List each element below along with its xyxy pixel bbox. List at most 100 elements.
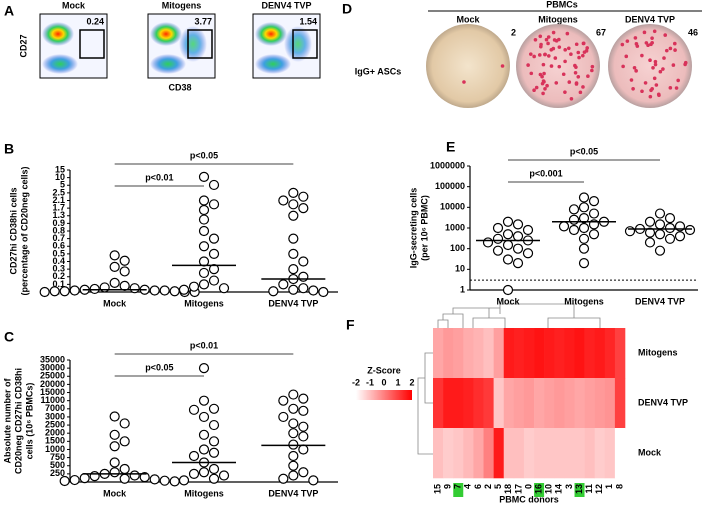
- point: [298, 405, 309, 416]
- y-tick-label: 0.6: [52, 241, 65, 251]
- y-axis-label: CD27: [18, 34, 28, 57]
- panel-letter: F: [346, 317, 355, 333]
- column-label: 9: [443, 484, 453, 489]
- point: [298, 393, 309, 404]
- spot: [538, 34, 543, 39]
- point: [198, 204, 210, 216]
- spot: [546, 41, 550, 46]
- point: [218, 283, 230, 294]
- point: [89, 471, 100, 482]
- highlight: [534, 483, 545, 497]
- point: [482, 237, 494, 248]
- spot: [541, 62, 546, 67]
- point: [492, 222, 504, 234]
- point: [198, 195, 210, 206]
- y-tick-label: 0.5: [52, 248, 65, 258]
- heatmap-cell: [554, 378, 565, 429]
- point: [188, 468, 200, 479]
- x-tick-label: Mitogens: [184, 298, 224, 308]
- y-tick-label: 10: [455, 264, 465, 274]
- point: [654, 208, 666, 219]
- y-tick-label: 1000: [445, 222, 465, 232]
- point: [59, 475, 70, 487]
- spot: [671, 63, 676, 67]
- column-label: 7: [453, 484, 463, 489]
- heatmap-cell: [513, 428, 525, 479]
- heatmap-cell: [513, 328, 525, 379]
- panel-letter: A: [4, 3, 14, 19]
- colorbar-tick-label: 0: [381, 377, 386, 387]
- point: [278, 279, 289, 290]
- spot: [567, 46, 571, 51]
- count: 2: [511, 27, 516, 37]
- spot: [574, 65, 578, 69]
- spot: [569, 96, 574, 101]
- point: [644, 237, 656, 248]
- y-tick-label: 7000: [45, 403, 65, 413]
- point: [169, 286, 180, 297]
- gate-value: 3.77: [194, 16, 212, 26]
- point: [308, 285, 319, 296]
- point: [149, 285, 160, 296]
- heatmap-cell: [554, 328, 565, 379]
- spot: [590, 68, 594, 73]
- y-axis-label: CD20neg CD27hi CD38hi: [13, 368, 23, 474]
- point: [492, 245, 504, 256]
- point: [588, 208, 600, 219]
- spot: [557, 45, 562, 49]
- point: [502, 284, 514, 296]
- point: [512, 258, 524, 269]
- heatmap-cell: [534, 378, 545, 429]
- density: [42, 54, 78, 74]
- column-label: 11: [584, 484, 594, 494]
- point: [288, 248, 299, 259]
- point: [522, 224, 534, 236]
- column-label: 13: [574, 484, 584, 494]
- point: [278, 411, 289, 423]
- spot: [631, 87, 635, 91]
- significance-label: p<0.05: [570, 146, 598, 156]
- highlight: [453, 483, 464, 497]
- spot: [633, 36, 638, 40]
- spot: [545, 83, 549, 88]
- heatmap-cell: [523, 428, 535, 479]
- spot: [662, 56, 666, 60]
- spot: [574, 81, 579, 85]
- x-tick-label: DENV4 TVP: [635, 296, 685, 306]
- point: [558, 221, 570, 232]
- gate: [187, 29, 213, 59]
- spot: [581, 41, 586, 46]
- spot: [632, 65, 637, 70]
- spot: [554, 39, 559, 43]
- spot: [649, 42, 653, 47]
- spot: [540, 74, 544, 79]
- point: [208, 248, 220, 259]
- point: [198, 429, 210, 440]
- x-tick-label: Mitogens: [564, 296, 604, 306]
- point: [288, 264, 299, 275]
- point: [318, 286, 329, 298]
- point: [288, 470, 299, 481]
- point: [198, 395, 210, 406]
- spot: [653, 59, 658, 64]
- column-label: 8: [614, 484, 624, 489]
- y-tick-label: 1000: [45, 444, 65, 454]
- spot: [546, 54, 551, 58]
- column-label: 2: [483, 484, 493, 489]
- point: [588, 229, 600, 240]
- heatmap-cell: [544, 378, 555, 429]
- spot: [625, 39, 630, 43]
- heatmap-cell: [614, 428, 626, 479]
- y-tick-label: 1000000: [430, 160, 465, 170]
- density: [284, 26, 312, 62]
- y-axis-label: IgG-secreting cells: [408, 188, 418, 269]
- point: [69, 474, 80, 486]
- heatmap-cell: [594, 328, 606, 379]
- spot: [574, 42, 579, 47]
- y-tick-label: 25000: [40, 371, 65, 381]
- x-axis-label: PBMC donors: [499, 494, 559, 504]
- spot: [500, 64, 505, 68]
- spot: [673, 48, 677, 52]
- point: [674, 231, 686, 242]
- point: [208, 199, 220, 210]
